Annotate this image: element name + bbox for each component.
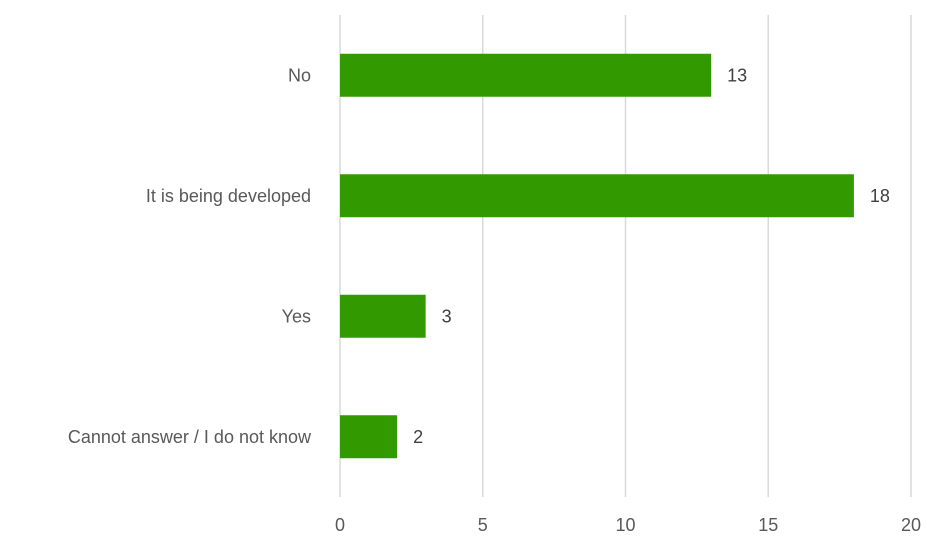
data-label: 2 <box>413 427 423 447</box>
x-tick-label: 0 <box>335 515 345 535</box>
x-tick-label: 10 <box>615 515 635 535</box>
bars <box>340 53 854 459</box>
x-tick-label: 5 <box>478 515 488 535</box>
bar <box>340 174 854 218</box>
bar <box>340 415 398 459</box>
x-tick-labels: 0 5 10 15 20 <box>335 515 921 535</box>
bar <box>340 294 426 338</box>
category-labels: No It is being developed Yes Cannot answer … <box>68 65 312 447</box>
category-label: No <box>288 65 311 85</box>
data-label: 18 <box>870 186 890 206</box>
data-labels: 13 18 3 2 <box>413 65 890 447</box>
bar <box>340 53 712 97</box>
data-label: 3 <box>442 306 452 326</box>
x-tick-label: 20 <box>901 515 921 535</box>
x-tick-label: 15 <box>758 515 778 535</box>
data-label: 13 <box>727 65 747 85</box>
category-label: Cannot answer / I do not know <box>68 427 312 447</box>
category-label: It is being developed <box>146 186 311 206</box>
category-label: Yes <box>282 306 311 326</box>
